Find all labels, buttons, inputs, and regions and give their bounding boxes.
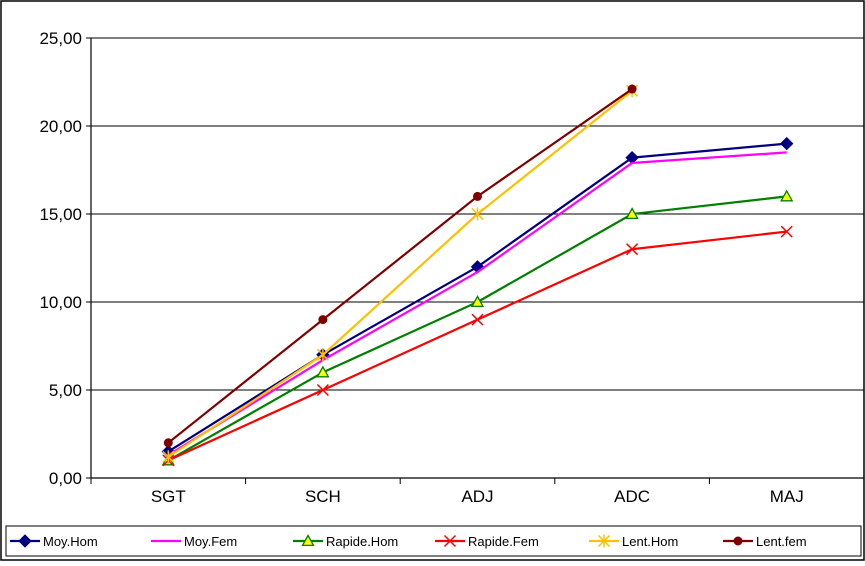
data-point <box>316 348 329 362</box>
series-line <box>167 151 787 457</box>
data-point <box>780 189 794 202</box>
y-tick-label: 20,00 <box>39 117 82 136</box>
y-tick-label: 15,00 <box>39 205 82 224</box>
data-point <box>627 84 637 94</box>
legend-entry: Lent.fem <box>723 534 807 549</box>
legend-label: Lent.fem <box>756 534 807 549</box>
data-point <box>625 207 639 220</box>
data-point <box>162 450 175 464</box>
x-tick-label: SGT <box>151 487 186 506</box>
data-point <box>780 225 793 238</box>
legend-label: Moy.Fem <box>184 534 237 549</box>
y-tick-label: 10,00 <box>39 293 82 312</box>
series-lent-fem <box>163 84 637 448</box>
series-line <box>167 88 633 444</box>
legend-box <box>5 525 862 557</box>
legend-entry: Moy.Fem <box>151 534 237 549</box>
data-point <box>779 136 794 151</box>
series-line <box>167 89 633 458</box>
data-point <box>471 313 484 326</box>
y-tick-label: 5,00 <box>49 381 82 400</box>
legend-entry: Lent.Hom <box>589 534 678 549</box>
legend-marker <box>301 534 315 547</box>
data-point <box>471 207 484 221</box>
data-point <box>316 365 330 378</box>
legend-label: Rapide.Fem <box>468 534 539 549</box>
legend-marker <box>733 536 743 546</box>
x-tick-label: ADJ <box>461 487 493 506</box>
legend-marker <box>597 534 611 548</box>
data-point <box>473 191 482 201</box>
legend-entry: Rapide.Fem <box>435 534 539 549</box>
series-lent-hom <box>162 84 639 464</box>
legend-marker <box>18 534 32 548</box>
x-tick-label: ADC <box>614 487 650 506</box>
data-point <box>318 315 328 325</box>
data-point <box>626 243 639 256</box>
y-tick-label: 0,00 <box>49 469 82 488</box>
series-moy-fem <box>167 151 787 457</box>
x-tick-label: MAJ <box>770 487 804 506</box>
y-tick-label: 25,00 <box>39 29 82 48</box>
data-point <box>316 383 329 397</box>
legend-entry: Moy.Hom <box>10 534 98 549</box>
legend-label: Moy.Hom <box>43 534 98 549</box>
data-point <box>163 438 173 448</box>
legend-label: Rapide.Hom <box>326 534 398 549</box>
data-point <box>470 295 485 308</box>
x-tick-label: SCH <box>305 487 341 506</box>
legend-marker <box>443 534 457 548</box>
legend-label: Lent.Hom <box>622 534 678 549</box>
legend-entry: Rapide.Hom <box>293 534 398 549</box>
legend: Moy.Hom Moy.Fem Rapide.Hom Rapide.Fem Lent.H… <box>5 525 862 557</box>
series-rapide-hom <box>161 189 794 466</box>
